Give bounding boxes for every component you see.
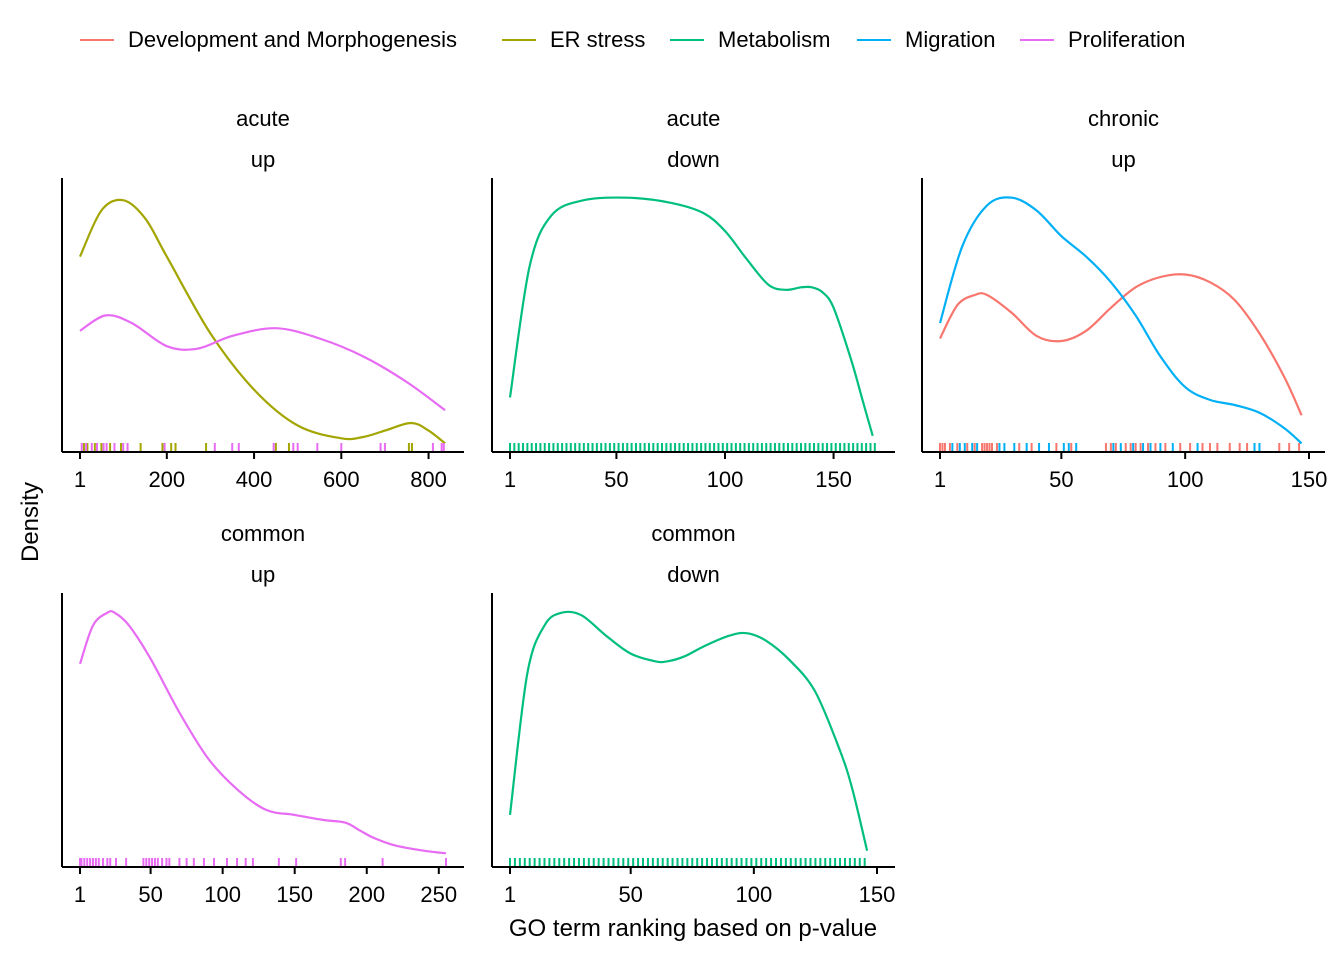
x-tick-label: 150 [859, 882, 896, 907]
legend-key [80, 39, 114, 41]
facet-strip-label: up [251, 562, 275, 587]
x-tick-label: 600 [323, 467, 360, 492]
x-tick-label: 200 [148, 467, 185, 492]
x-tick-label: 150 [276, 882, 313, 907]
legend-key [857, 39, 891, 41]
x-tick-label: 400 [236, 467, 273, 492]
x-tick-label: 1 [74, 882, 86, 907]
x-tick-label: 100 [1167, 467, 1204, 492]
facet-strip-label: acute [667, 106, 721, 131]
x-tick-label: 150 [1291, 467, 1328, 492]
legend-item: ER stress [502, 26, 645, 54]
facet-strip-label: common [651, 521, 735, 546]
legend-item: Proliferation [1020, 26, 1185, 54]
x-tick-label: 1 [74, 467, 86, 492]
x-tick-label: 200 [348, 882, 385, 907]
facet-strip-label: chronic [1088, 106, 1159, 131]
legend-label: ER stress [550, 27, 646, 52]
x-tick-label: 100 [204, 882, 241, 907]
y-axis-title: Density [17, 482, 44, 562]
x-tick-label: 50 [138, 882, 162, 907]
facet-strip-label: up [1111, 147, 1135, 172]
legend-key [1020, 39, 1054, 41]
density-curve [79, 314, 446, 412]
x-tick-label: 50 [1049, 467, 1073, 492]
density-curve [508, 610, 869, 852]
legend: Development and Morphogenesis ER stress Me… [0, 0, 1344, 80]
x-tick-label: 100 [735, 882, 772, 907]
density-curve [939, 273, 1303, 416]
facet-strip-label: common [221, 521, 305, 546]
x-tick-label: 1 [934, 467, 946, 492]
legend-item: Metabolism [670, 26, 830, 54]
facet-strip-label: down [667, 562, 720, 587]
density-curve [78, 609, 447, 855]
legend-key [670, 39, 704, 41]
facet-strip-label: up [251, 147, 275, 172]
facet-strip-label: acute [236, 106, 290, 131]
x-tick-label: 250 [420, 882, 457, 907]
x-tick-label: 1 [504, 882, 516, 907]
legend-key [502, 39, 536, 41]
density-curve [508, 196, 874, 437]
x-tick-label: 1 [504, 467, 516, 492]
x-axis-title: GO term ranking based on p-value [509, 915, 877, 942]
x-tick-label: 100 [707, 467, 744, 492]
x-tick-label: 150 [815, 467, 852, 492]
x-tick-label: 50 [618, 882, 642, 907]
density-curve [938, 196, 1303, 445]
x-tick-label: 50 [604, 467, 628, 492]
legend-label: Proliferation [1068, 27, 1186, 52]
x-tick-label: 800 [410, 467, 447, 492]
density-curve [79, 198, 446, 445]
legend-item: Development and Morphogenesis [80, 26, 457, 54]
legend-label: Migration [905, 27, 996, 52]
legend-item: Migration [857, 26, 995, 54]
facet-strip-label: down [667, 147, 720, 172]
legend-label: Development and Morphogenesis [128, 27, 457, 52]
legend-label: Metabolism [718, 27, 831, 52]
